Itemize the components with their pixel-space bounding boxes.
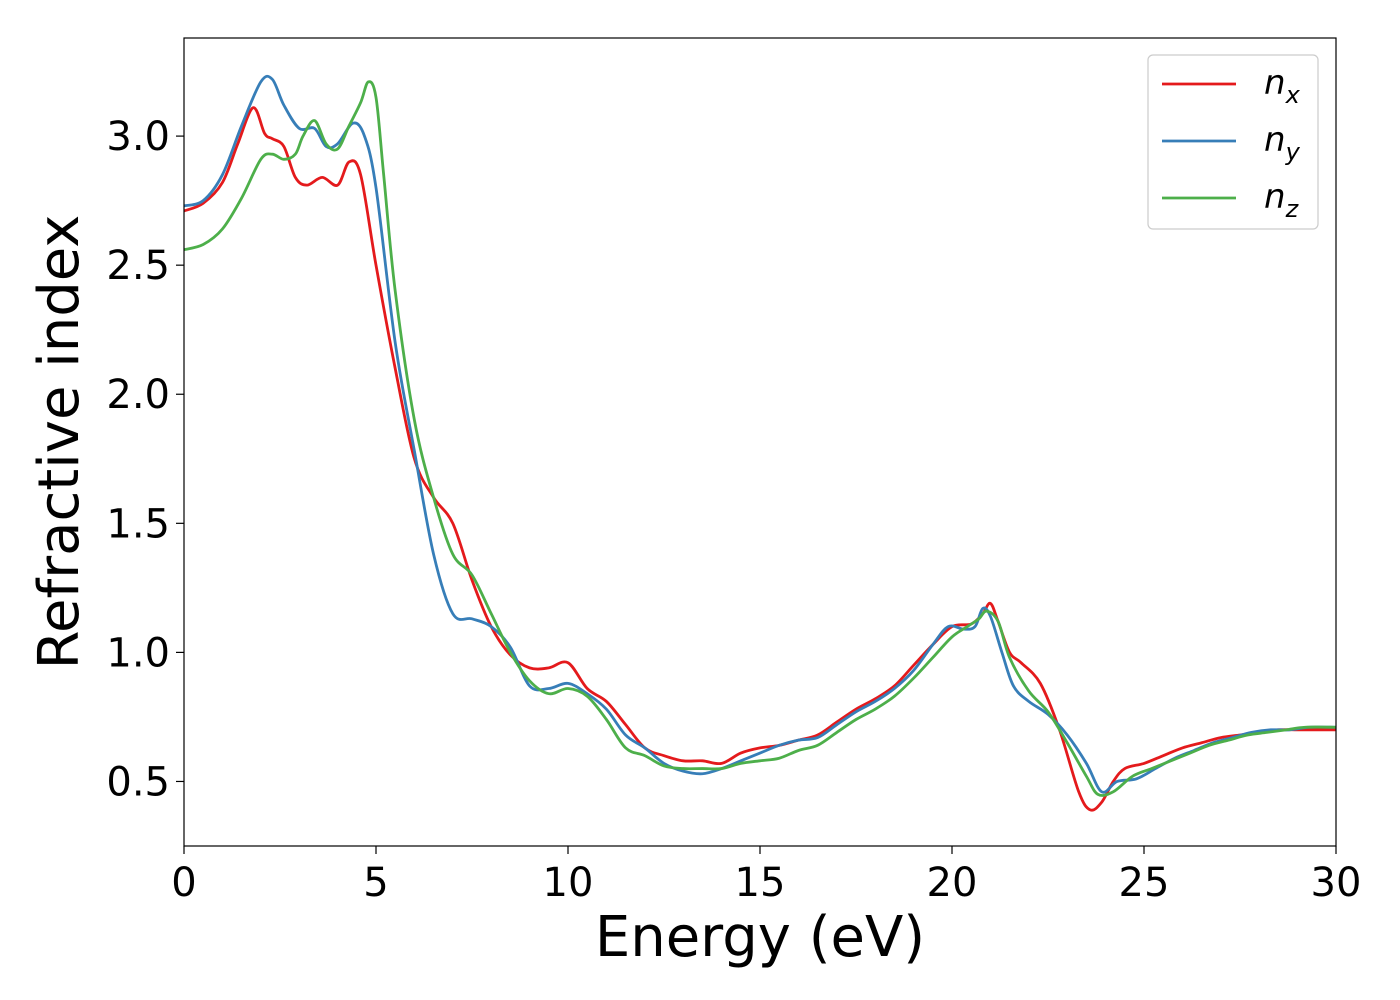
- series-line-x: [184, 106, 1336, 812]
- x-tick-label: 20: [927, 860, 978, 906]
- y-axis-label: Refractive index: [27, 215, 92, 670]
- x-axis-label: Energy (eV): [595, 905, 925, 970]
- x-tick-label: 0: [171, 860, 196, 906]
- legend-label-main: n: [1264, 177, 1286, 217]
- legend-label-subscript: y: [1285, 138, 1301, 166]
- x-tick-label: 30: [1311, 860, 1362, 906]
- plot-background: [184, 38, 1336, 846]
- y-tick-label: 0.5: [106, 759, 170, 805]
- legend-label-subscript: x: [1285, 81, 1301, 109]
- series-line-y: [184, 74, 1336, 794]
- y-tick-label: 1.5: [106, 501, 170, 547]
- y-tick-label: 2.5: [106, 243, 170, 289]
- series-line-z: [184, 80, 1336, 797]
- x-tick-label: 15: [735, 860, 786, 906]
- series-layer: [184, 74, 1336, 812]
- legend-label-main: n: [1264, 120, 1286, 160]
- x-axis: 0 5 10 15 20 25 30: [171, 846, 1361, 906]
- legend-label-y: ny: [1264, 120, 1301, 166]
- y-axis: 0.5 1.0 1.5 2.0 2.5 3.0: [106, 114, 184, 805]
- legend-label-z: nz: [1264, 177, 1300, 223]
- y-tick-label: 1.0: [106, 630, 170, 676]
- y-tick-label: 3.0: [106, 114, 170, 160]
- legend-label-subscript: z: [1285, 195, 1300, 223]
- x-tick-label: 25: [1119, 860, 1170, 906]
- y-tick-label: 2.0: [106, 372, 170, 418]
- x-tick-label: 10: [543, 860, 594, 906]
- legend-label-main: n: [1264, 63, 1286, 103]
- legend-label-x: nx: [1264, 63, 1301, 109]
- x-tick-label: 5: [363, 860, 388, 906]
